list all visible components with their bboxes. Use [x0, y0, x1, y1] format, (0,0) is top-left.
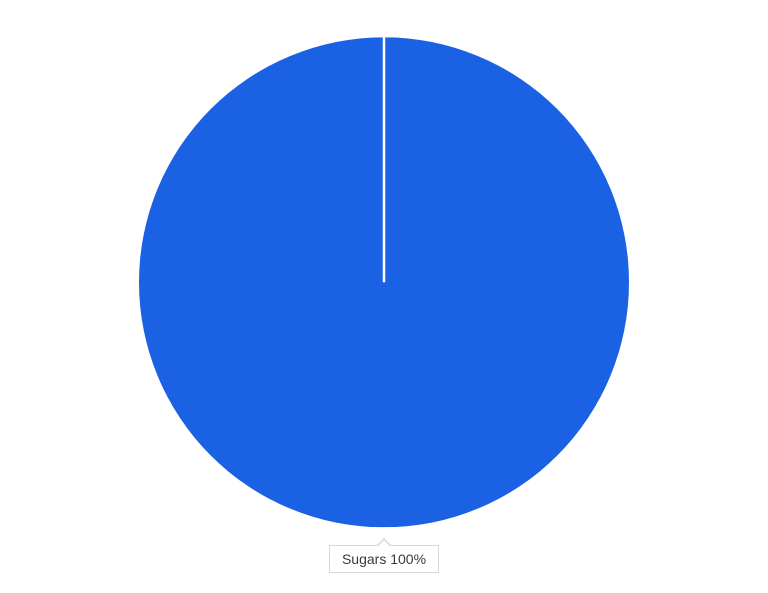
- tooltip-text: Sugars 100%: [342, 551, 426, 567]
- pie-svg: [139, 37, 629, 527]
- slice-tooltip: Sugars 100%: [329, 545, 439, 573]
- pie-chart: [139, 37, 629, 527]
